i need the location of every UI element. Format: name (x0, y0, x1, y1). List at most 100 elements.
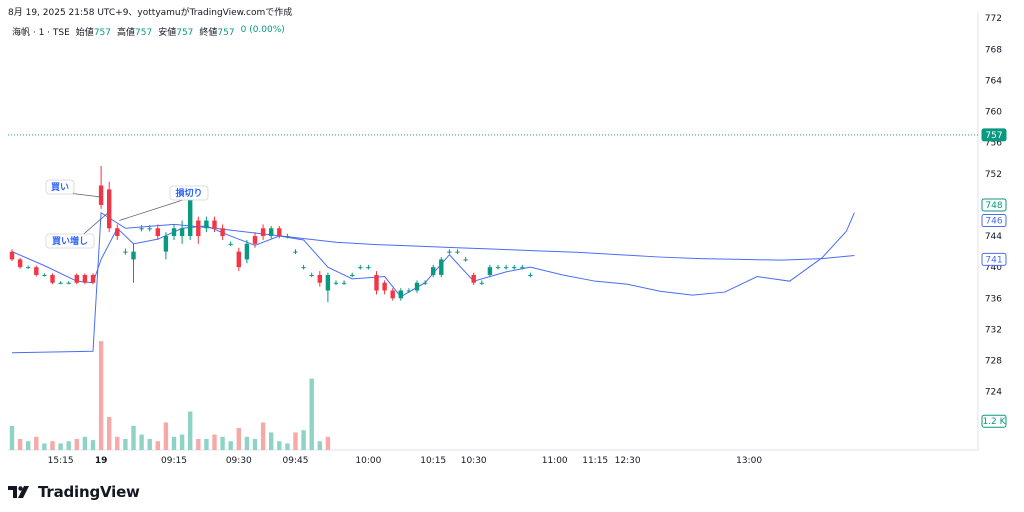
tradingview-logo-icon (8, 486, 29, 498)
low-field: 安値757 (158, 25, 193, 38)
open-value: 757 (93, 28, 111, 38)
candle (58, 281, 63, 285)
low-label: 安値 (158, 28, 177, 38)
candle-body (487, 267, 493, 275)
volume-bar (139, 434, 144, 450)
volume-bar (155, 441, 160, 450)
candlestick-chart[interactable]: 772 768 764 760 756 752 748 744 740 736 732 728 724 7… (0, 0, 1024, 480)
candle (260, 224, 266, 240)
close-value: 757 (217, 28, 235, 38)
volume-bar (58, 443, 63, 450)
candle (17, 257, 23, 269)
candle-body (26, 267, 31, 269)
candle-body (163, 236, 169, 252)
tradingview-logo[interactable]: TradingView (38, 483, 140, 501)
candle-body (366, 267, 371, 269)
candle (301, 264, 306, 270)
candle-body (74, 274, 79, 283)
volume-bar (277, 441, 282, 450)
candle-body (374, 274, 379, 291)
volume-bar (66, 441, 71, 450)
candle (252, 232, 258, 248)
open-field: 始値757 (76, 25, 111, 38)
candle-body (131, 251, 136, 260)
candle (155, 224, 160, 240)
candle (74, 273, 79, 285)
y-tick-label: 752 (985, 170, 1002, 180)
volume-bar (212, 434, 217, 450)
volume-bar (260, 422, 266, 450)
candle (325, 272, 331, 303)
volume-bar (204, 439, 209, 450)
candle-body (495, 267, 501, 269)
candle-body (90, 274, 96, 283)
volume-bar (188, 411, 193, 450)
y-tick-label: 756 (985, 139, 1002, 149)
candle-body (439, 259, 444, 275)
candle-body (139, 228, 144, 230)
candle (398, 288, 403, 301)
candle (277, 225, 282, 239)
candle-body (269, 228, 274, 237)
candle (422, 280, 428, 286)
volume-bar (42, 443, 47, 450)
candle-body (382, 282, 387, 291)
high-field: 高値757 (117, 25, 152, 38)
candle-body (285, 236, 290, 238)
volume-bar (163, 422, 169, 450)
volume-bar (325, 436, 331, 450)
candle (495, 264, 501, 270)
candle-body (512, 267, 517, 269)
candle-body (155, 228, 160, 237)
candle (204, 216, 209, 233)
x-tick-label: 10:00 (355, 456, 381, 466)
volume-bar (196, 439, 201, 450)
volume-bar (317, 441, 322, 450)
candle (171, 224, 177, 240)
candle (528, 272, 533, 278)
volume-bar (236, 428, 241, 450)
candle (455, 249, 460, 254)
candle-body (123, 251, 128, 253)
candle-body (293, 251, 298, 253)
candle (366, 264, 371, 270)
price-badge-label: 746 (985, 216, 1002, 226)
candle (131, 243, 136, 283)
candle (244, 239, 250, 264)
candle-body (9, 251, 15, 260)
y-tick-label: 764 (985, 76, 1002, 86)
candle (333, 280, 339, 286)
volume-bar (147, 439, 152, 450)
candle-body (447, 251, 452, 253)
candle (26, 265, 31, 269)
candle (66, 281, 71, 285)
volume-bar (17, 439, 23, 450)
candle-body (390, 290, 395, 299)
symbol-name[interactable]: 海帆 · 1 · TSE (12, 28, 70, 38)
y-tick-label: 768 (985, 45, 1002, 55)
buy-more-annotation-box (45, 233, 95, 249)
candle-body (115, 228, 120, 237)
candle-body (471, 274, 476, 283)
candle (358, 264, 363, 270)
volume-bar (301, 430, 306, 450)
x-tick-label: 09:30 (226, 456, 252, 466)
x-tick-label: 11:15 (582, 456, 608, 466)
candle (179, 220, 185, 244)
candle-body (220, 228, 225, 237)
candle-body (350, 274, 355, 276)
candle (42, 273, 47, 277)
candle-body (17, 259, 23, 268)
buy-more-annotation: 買い増し (45, 212, 109, 249)
candle (447, 249, 452, 254)
stop-loss-annotation: 損切り (119, 185, 209, 221)
candle (98, 166, 104, 209)
candle-body (520, 267, 525, 269)
volume-bar (179, 434, 185, 450)
volume-bar (131, 425, 136, 450)
volume-bar (50, 441, 55, 450)
price-badge-box (981, 213, 1007, 227)
candle-body (98, 185, 104, 205)
candle (147, 225, 152, 232)
volume-bar (115, 436, 120, 450)
